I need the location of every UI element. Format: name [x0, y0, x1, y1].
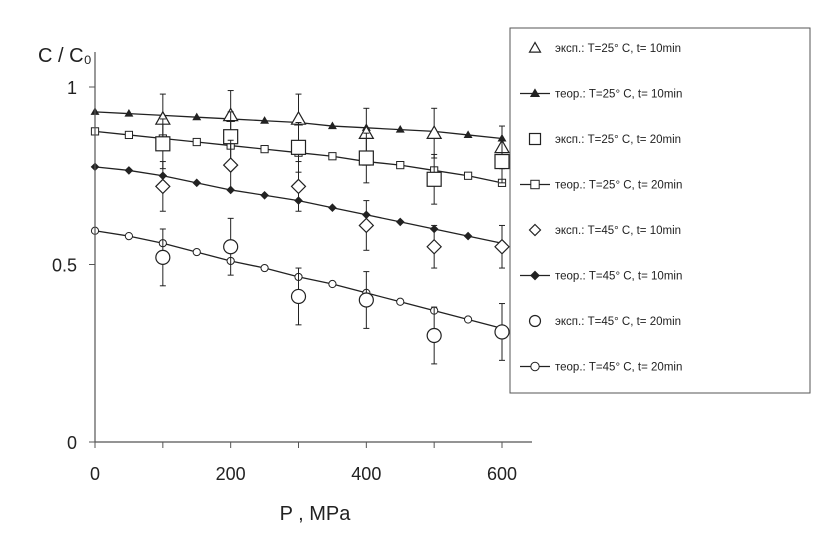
data-point	[328, 203, 337, 213]
legend-item: теор.: T=25° C, t= 10min	[520, 88, 682, 101]
x-axis-label: P , MPa	[280, 503, 352, 525]
legend-label: эксп.: T=45° C, t= 20min	[555, 316, 681, 328]
data-point	[328, 279, 337, 289]
data-point	[528, 132, 542, 146]
legend-item: теор.: T=25° C, t= 20min	[520, 180, 682, 192]
data-point	[124, 232, 134, 241]
series-5	[154, 139, 510, 269]
x-tick-label: 0	[90, 464, 100, 484]
data-point	[494, 153, 510, 170]
data-point	[223, 239, 239, 255]
x-tick-label: 400	[351, 464, 381, 484]
data-point	[260, 116, 270, 124]
data-point	[290, 288, 307, 305]
data-point	[124, 166, 134, 175]
data-point	[530, 361, 540, 372]
data-point	[426, 238, 443, 255]
data-point	[528, 41, 542, 53]
data-point	[494, 238, 510, 255]
data-point	[463, 171, 473, 180]
data-point	[530, 179, 540, 190]
data-point	[192, 178, 202, 188]
data-point	[192, 247, 201, 257]
y-tick-label: 0	[67, 433, 77, 453]
legend-item: эксп.: T=25° C, t= 10min	[528, 41, 681, 55]
legend-label: теор.: T=25° C, t= 10min	[555, 89, 682, 101]
data-point	[463, 130, 473, 138]
legend-item: эксп.: T=25° C, t= 20min	[528, 132, 681, 146]
data-point	[426, 327, 442, 344]
legend-item: теор.: T=45° C, t= 10min	[520, 271, 682, 283]
data-point	[395, 217, 405, 227]
legend-label: эксп.: T=25° C, t= 10min	[555, 43, 681, 55]
data-point	[192, 137, 201, 147]
data-point	[358, 217, 375, 234]
legend-label: эксп.: T=25° C, t= 20min	[555, 134, 681, 146]
data-point	[192, 112, 202, 121]
legend-item: теор.: T=45° C, t= 20min	[520, 362, 682, 374]
data-point	[124, 109, 134, 117]
y-tick-label: 1	[67, 78, 77, 98]
data-point	[463, 231, 473, 241]
data-point	[530, 270, 540, 281]
data-point	[328, 152, 337, 161]
data-point	[463, 315, 473, 324]
data-point	[260, 190, 269, 200]
legend-item: эксп.: T=45° C, t= 10min	[528, 223, 681, 237]
data-point	[529, 88, 541, 97]
data-point	[426, 171, 442, 187]
data-point	[494, 324, 510, 340]
data-point	[358, 292, 374, 308]
data-point	[358, 150, 374, 166]
data-point	[260, 145, 269, 154]
data-point	[290, 139, 307, 155]
data-point	[222, 157, 239, 173]
x-tick-label: 200	[216, 464, 246, 484]
data-point	[396, 161, 405, 170]
data-point	[154, 178, 171, 195]
legend-label: теор.: T=25° C, t= 20min	[555, 180, 682, 192]
plot-area	[90, 90, 511, 365]
y-axis-label: C / C₀	[38, 45, 92, 67]
legend-label: теор.: T=45° C, t= 20min	[555, 362, 682, 374]
legend: эксп.: T=25° C, t= 10min теор.: T=25° C, …	[509, 27, 811, 394]
data-point	[528, 314, 542, 328]
data-point	[124, 130, 134, 140]
legend-item: эксп.: T=45° C, t= 20min	[528, 314, 681, 328]
x-tick-label: 600	[487, 464, 517, 484]
data-point	[528, 223, 542, 237]
data-point	[327, 121, 337, 130]
series-7	[155, 217, 510, 365]
data-point	[290, 178, 307, 195]
legend-box	[509, 27, 811, 394]
data-point	[395, 125, 405, 133]
series-3	[155, 111, 510, 205]
data-point	[426, 124, 443, 139]
legend-label: эксп.: T=45° C, t= 10min	[555, 225, 681, 237]
data-point	[260, 263, 269, 273]
legend-label: теор.: T=45° C, t= 10min	[555, 271, 682, 283]
data-point	[155, 249, 171, 265]
axes: C / C₀ P , MPa 0 200 400 600 0 0.5 1	[38, 45, 532, 525]
data-point	[396, 297, 405, 306]
data-point	[155, 136, 171, 152]
y-tick-label: 0.5	[52, 256, 77, 276]
